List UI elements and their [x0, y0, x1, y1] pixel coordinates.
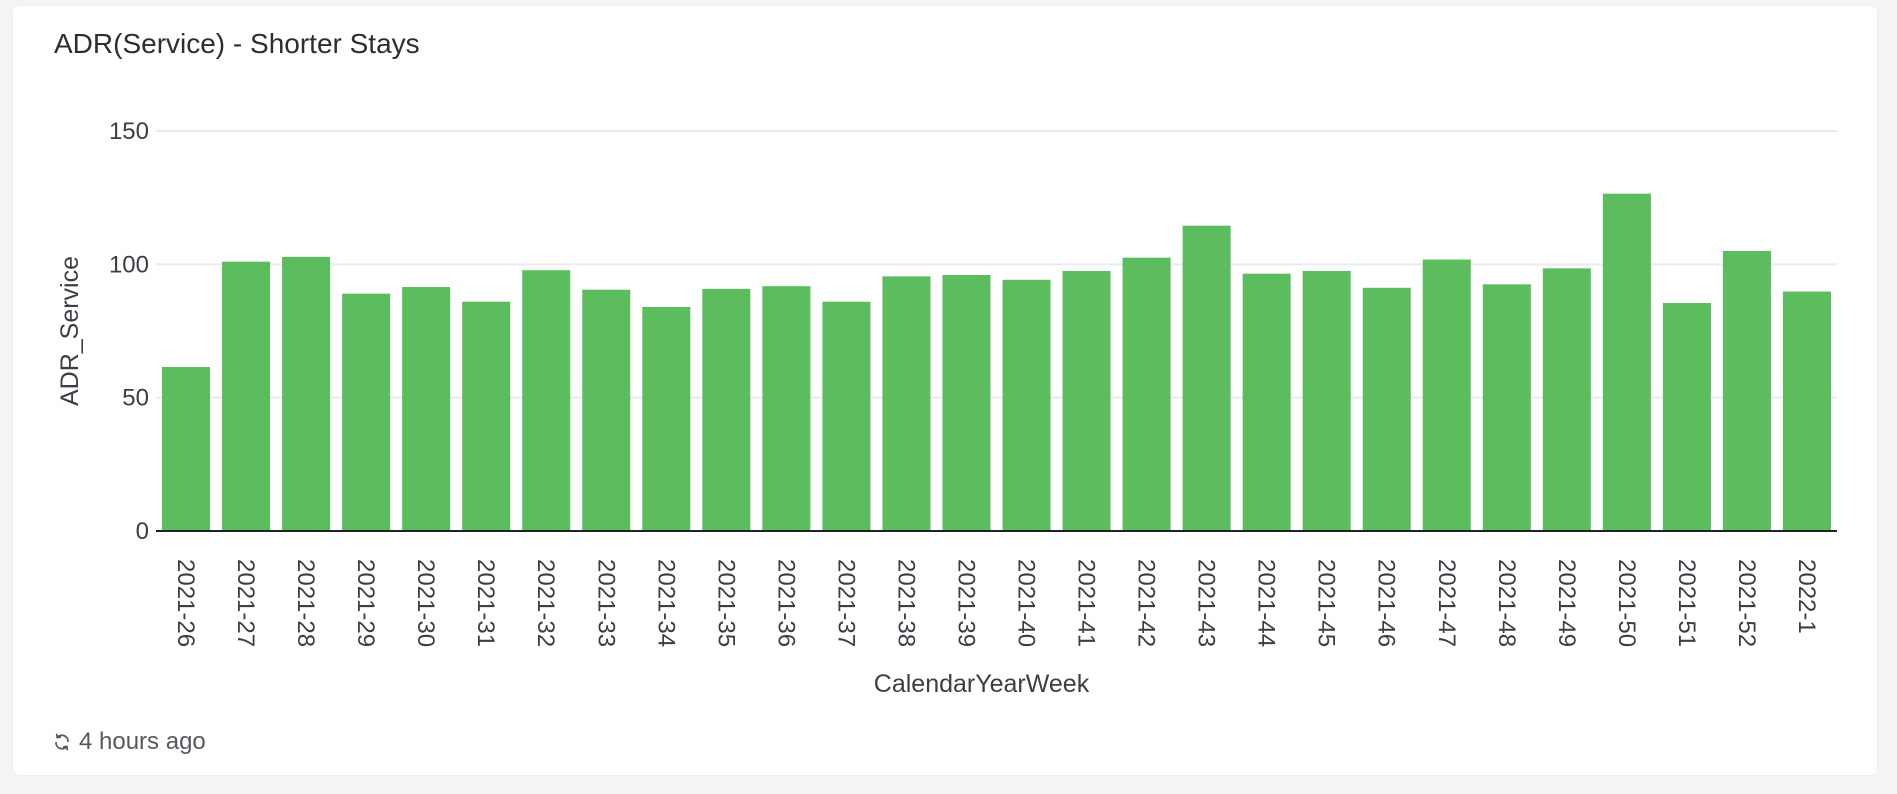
y-axis-label: ADR_Service [56, 256, 84, 406]
x-tick-label: 2021-39 [952, 559, 979, 647]
y-tick-label: 150 [109, 118, 149, 145]
x-tick-label: 2021-43 [1193, 559, 1220, 647]
x-tick-label: 2021-31 [472, 559, 499, 647]
bar-2021-52[interactable] [1722, 251, 1771, 531]
bar-2021-47[interactable] [1422, 259, 1471, 531]
x-tick-label: 2021-49 [1553, 559, 1580, 647]
x-tick-label: 2021-41 [1073, 559, 1100, 647]
bar-2021-37[interactable] [822, 301, 871, 531]
bar-2021-35[interactable] [702, 288, 751, 531]
x-tick-label: 2021-44 [1253, 559, 1280, 647]
bar-2021-43[interactable] [1182, 225, 1231, 532]
bar-2021-32[interactable] [522, 270, 571, 531]
bar-2021-48[interactable] [1482, 284, 1531, 531]
bar-2021-41[interactable] [1062, 271, 1111, 531]
bar-2021-27[interactable] [222, 261, 271, 531]
bar-2021-28[interactable] [282, 256, 331, 531]
x-tick-label: 2021-40 [1013, 559, 1040, 647]
last-refreshed-text: 4 hours ago [79, 728, 206, 755]
bar-2022-1[interactable] [1782, 291, 1831, 531]
x-tick-label: 2021-27 [232, 559, 259, 647]
bar-2021-44[interactable] [1242, 273, 1291, 531]
x-tick-label: 2021-26 [172, 559, 199, 647]
bar-2021-33[interactable] [582, 289, 631, 531]
last-refreshed: 4 hours ago [51, 728, 206, 756]
x-tick-labels: 2021-26 2021-27 2021-28 2021-29 2021-30 2021-… [172, 559, 1820, 647]
x-tick-label: 2021-33 [592, 559, 619, 647]
x-tick-label: 2022-1 [1793, 559, 1820, 634]
x-tick-label: 2021-51 [1673, 559, 1700, 647]
x-tick-label: 2021-47 [1433, 559, 1460, 647]
bar-2021-51[interactable] [1662, 303, 1711, 531]
x-tick-label: 2021-37 [832, 559, 859, 647]
x-tick-label: 2021-36 [772, 559, 799, 647]
x-tick-label: 2021-46 [1373, 559, 1400, 647]
bar-2021-29[interactable] [342, 293, 391, 531]
x-tick-label: 2021-29 [352, 559, 379, 647]
bar-2021-39[interactable] [942, 275, 991, 531]
x-tick-label: 2021-45 [1313, 559, 1340, 647]
x-tick-label: 2021-48 [1493, 559, 1520, 647]
x-tick-label: 2021-52 [1733, 559, 1760, 647]
bar-2021-45[interactable] [1302, 271, 1351, 531]
refresh-icon[interactable] [51, 731, 73, 753]
bar-2021-49[interactable] [1542, 268, 1591, 531]
y-tick-label: 100 [109, 251, 149, 278]
bar-2021-38[interactable] [882, 276, 931, 531]
chart-title: ADR(Service) - Shorter Stays [54, 28, 420, 59]
x-tick-label: 2021-32 [532, 559, 559, 647]
bar-2021-31[interactable] [462, 301, 511, 531]
bar-2021-26[interactable] [162, 367, 211, 531]
chart-card: ADR(Service) - Shorter Stays 0 50 100 150 2… [13, 6, 1877, 775]
bars [162, 193, 1831, 532]
bar-2021-30[interactable] [402, 287, 451, 531]
x-tick-label: 2021-50 [1613, 559, 1640, 647]
x-tick-label: 2021-34 [652, 559, 679, 647]
y-tick-label: 50 [122, 385, 149, 412]
bar-2021-46[interactable] [1362, 287, 1411, 531]
y-tick-labels: 0 50 100 150 [109, 118, 149, 545]
bar-2021-42[interactable] [1122, 257, 1171, 531]
bar-2021-36[interactable] [762, 286, 811, 531]
x-tick-label: 2021-35 [712, 559, 739, 647]
x-axis-label: CalendarYearWeek [874, 670, 1090, 698]
y-tick-label: 0 [136, 518, 149, 545]
x-tick-label: 2021-42 [1133, 559, 1160, 647]
bar-2021-40[interactable] [1002, 279, 1051, 531]
x-tick-label: 2021-38 [892, 559, 919, 647]
x-tick-label: 2021-30 [412, 559, 439, 647]
x-tick-label: 2021-28 [292, 559, 319, 647]
bar-2021-50[interactable] [1602, 193, 1651, 532]
bar-2021-34[interactable] [642, 307, 691, 531]
